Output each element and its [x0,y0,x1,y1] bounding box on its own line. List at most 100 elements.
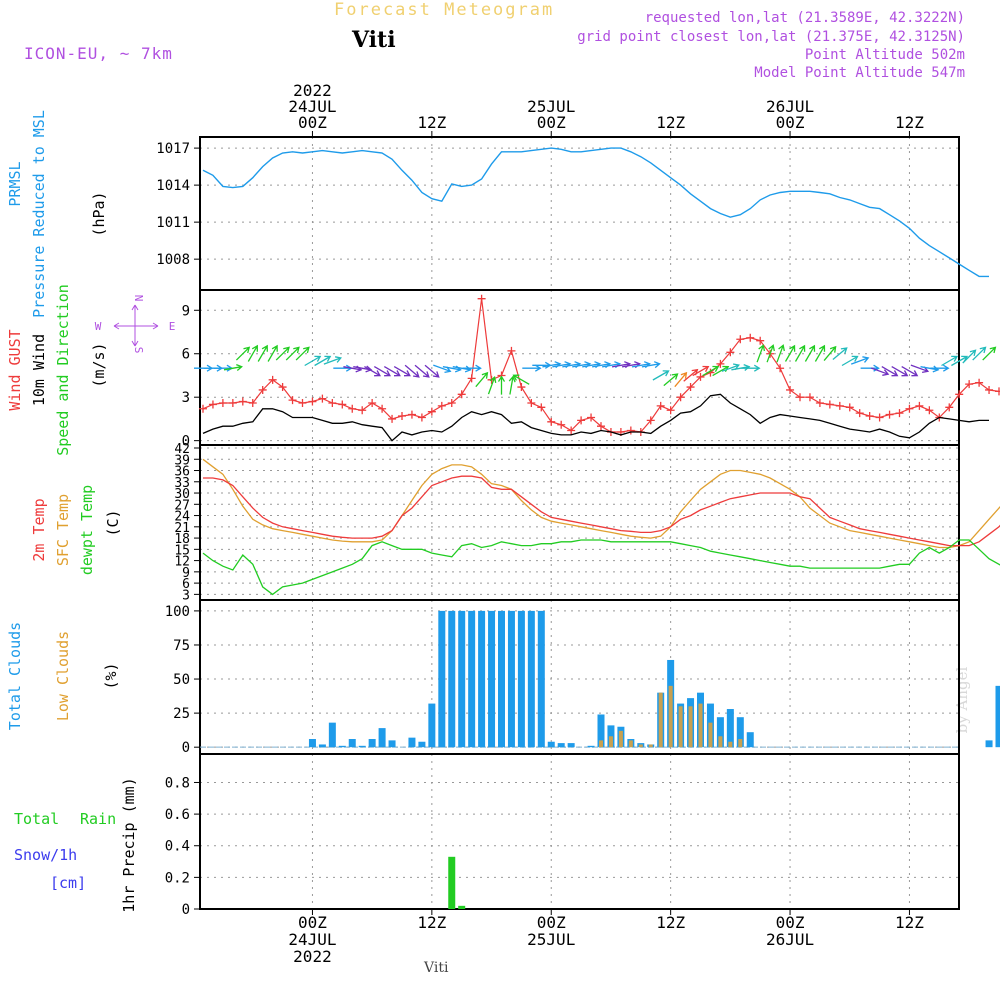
gust-marker [288,396,297,405]
gust-marker [447,398,456,407]
wind-direction-arrow [652,370,670,381]
y-tick-label: 100 [165,604,190,620]
wind-speed-dir-label: Speed and Direction [54,284,72,456]
wind-direction-arrow [522,364,542,372]
compass-s: S [132,347,145,354]
clouds-unit: (%) [102,662,120,689]
wind-direction-arrow [223,363,243,371]
wind-direction-arrow [814,344,826,362]
y-tick-label: 0.8 [165,775,190,791]
time-label-bottom: 00Z [537,913,566,932]
time-label-bottom: 24JUL [288,930,336,949]
total-cloud-bar [507,610,515,748]
y-tick-label: 0.6 [165,807,190,823]
requested-coords: requested lon,lat (21.3589E, 42.3222N) [644,10,965,26]
wind-direction-arrow [663,373,679,387]
wind-direction-arrow [692,365,710,377]
total-cloud-bar [478,610,486,748]
total-cloud-bar [328,722,336,748]
wind-direction-arrow [920,365,940,373]
time-label-top: 26JUL [766,97,814,116]
wind-direction-arrow [462,364,482,372]
time-label-top: 2022 [293,81,332,100]
wind-direction-arrow [702,365,720,377]
wind-direction-arrow [414,364,430,378]
time-label-top: 00Z [298,113,327,132]
total-cloud-bar [408,737,416,748]
panel-precip: 0 0.2 0.4 0.6 0.8 [165,753,960,918]
y-tick-label: 1014 [156,178,190,194]
y-tick-label: 1017 [156,141,190,157]
gust-marker [716,359,725,368]
y-tick-label: 50 [173,672,190,688]
wind-direction-arrow [267,344,278,362]
gust-marker [238,397,247,406]
gust-marker [457,390,466,399]
low-cloud-bar [628,740,633,748]
wind-direction-arrow [475,371,489,388]
total-cloud-bar [597,714,605,748]
gust-marker [427,407,436,416]
y-tick-label: 15 [174,543,190,558]
gust-marker [507,346,516,355]
y-tick-label: 30 [174,487,190,502]
gust-marker [218,398,227,407]
temp2m-label: 2m Temp [30,498,48,561]
low-cloud-bar [678,706,683,748]
gust-marker [895,409,904,418]
wind-direction-arrow [841,355,859,367]
y-tick-label: 0 [182,902,190,918]
wind-direction-arrow [776,344,785,363]
low-cloud-bar [708,722,713,748]
gust-marker [547,417,556,426]
time-label-bottom: 12Z [895,913,924,932]
gust-marker [258,385,267,394]
time-label-bottom: 00Z [776,913,805,932]
gust-marker [905,404,914,413]
y-tick-label: 36 [174,465,190,480]
time-label-bottom: 25JUL [527,930,575,949]
wind-direction-arrow [881,366,899,377]
wind-direction-arrow [784,344,796,362]
wind-direction-arrow [891,366,909,377]
wind-direction-arrow [393,366,411,377]
rain-bar [448,856,456,909]
y-tick-label: 0 [182,434,190,450]
footer-location: Viti [424,960,449,976]
gust-marker [855,409,864,418]
wind-direction-arrow [247,344,258,362]
gust-marker [378,404,387,413]
rain-label: Rain [80,810,116,828]
snow-label: Snow/1h [14,846,77,864]
wind-direction-arrow [508,375,516,395]
gust-marker [756,336,765,345]
panel-frame [199,136,960,291]
gust-marker [527,398,536,407]
y-tick-label: 18 [174,532,190,547]
total-cloud-bar [985,740,993,748]
y-tick-label: 6 [182,577,190,592]
total-cloud-bar [726,709,734,748]
wind-10m-label: 10m Wind [30,334,48,406]
low-cloud-bar [618,730,623,748]
wind-direction-arrow [832,347,848,360]
y-tick-label: 24 [174,510,190,525]
total-cloud-bar [448,610,456,748]
wind-direction-arrow [497,375,506,395]
wind-direction-arrow [424,364,440,378]
wind-direction-arrow [910,364,930,374]
wind-direction-arrow [452,365,472,373]
time-label-bottom: 12Z [417,913,446,932]
wind-direction-arrow [674,371,688,388]
wind-direction-arrow [314,355,332,367]
time-label-top: 12Z [895,113,924,132]
gust-marker [587,413,596,422]
gust-marker [646,416,655,425]
y-tick-label: 25 [173,706,190,722]
wind-direction-arrow [373,366,391,377]
gust-marker [407,410,416,419]
gust-marker [338,400,347,409]
total-clouds-label: Total Clouds [6,622,24,730]
low-cloud-bar [599,740,603,748]
gust-marker [557,420,566,429]
